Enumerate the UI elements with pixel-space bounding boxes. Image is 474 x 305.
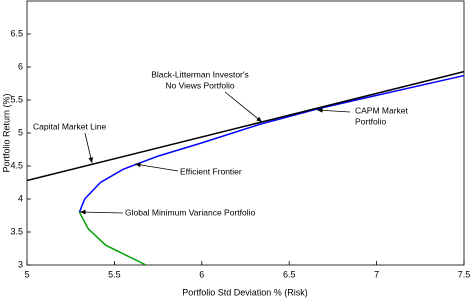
annotation-arrowhead	[88, 157, 94, 163]
annotation-text: Black-Litterman Investor's	[151, 69, 249, 79]
x-tick-label: 7	[374, 269, 379, 279]
y-tick-label: 4	[18, 193, 23, 203]
annotation-arrowhead	[135, 162, 141, 168]
series-line	[78, 211, 147, 266]
x-tick-label: 6.5	[283, 269, 296, 279]
series-line	[78, 74, 465, 213]
annotation-arrow	[79, 211, 124, 214]
x-tick-label: 5	[24, 269, 29, 279]
series-line	[26, 70, 465, 182]
y-axis-label: Portfolio Return (%)	[1, 93, 11, 172]
y-tick-label: 5	[18, 127, 23, 137]
y-tick-label: 3	[18, 259, 23, 269]
y-tick-label: 3.5	[10, 226, 23, 236]
y-tick-label: 5.5	[10, 94, 23, 104]
x-tick-label: 7.5	[458, 269, 471, 279]
annotation-arrow	[134, 163, 179, 172]
annotation-arrowhead	[317, 108, 323, 113]
x-tick-label: 5.5	[108, 269, 121, 279]
annotation-arrowhead	[256, 116, 262, 122]
annotation-arrowhead	[80, 209, 86, 215]
annotation-text: Capital Market Line	[33, 121, 107, 131]
x-axis-label: Portfolio Std Deviation % (Risk)	[182, 287, 308, 297]
annotation-text: Efficient Frontier	[180, 166, 242, 176]
annotation-text: Global Minimum Variance Portfolio	[125, 207, 255, 217]
plot-frame	[26, 0, 465, 266]
annotation-arrow	[224, 91, 263, 123]
y-tick-label: 6.5	[10, 28, 23, 38]
annotation-text: Portfolio	[355, 116, 386, 126]
x-tick-label: 6	[199, 269, 204, 279]
y-tick-label: 4.5	[10, 160, 23, 170]
annotation-text: CAPM Market	[355, 105, 409, 115]
y-tick-label: 6	[18, 61, 23, 71]
annotation-text: No Views Portfolio	[165, 80, 235, 90]
